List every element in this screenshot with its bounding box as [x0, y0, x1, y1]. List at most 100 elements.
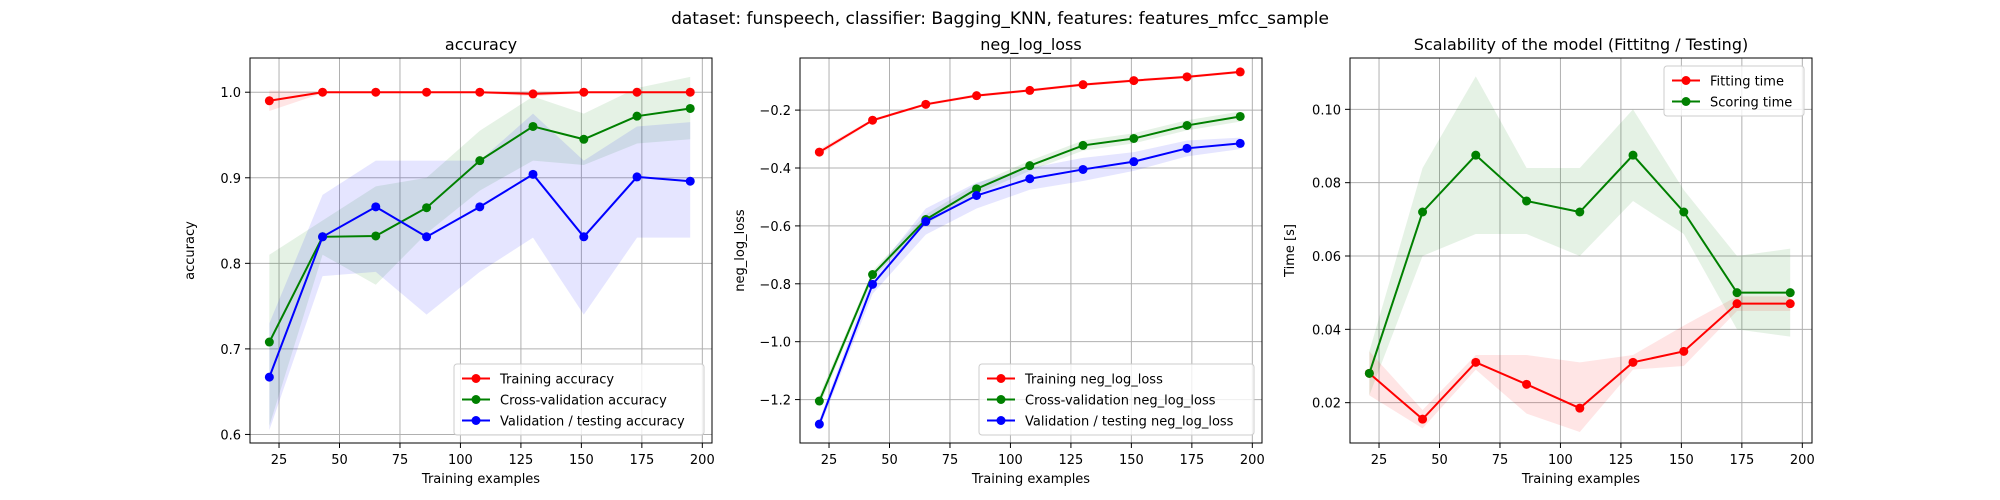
data-point: [1785, 288, 1795, 298]
confidence-band: [1369, 296, 1791, 432]
data-point: [371, 202, 381, 212]
data-point: [1679, 207, 1689, 217]
data-point: [528, 121, 538, 131]
data-point: [1522, 379, 1532, 389]
legend-label: Validation / testing accuracy: [500, 415, 685, 430]
chart-panel-1: 25 50 75 100 125 150 175 200 0.6 0.7 0.8 0.9 1.0 accu…: [183, 35, 715, 487]
data-point: [1078, 164, 1088, 174]
legend-label: Fitting time: [1710, 75, 1784, 90]
legend-marker: [471, 416, 481, 425]
data-point: [264, 337, 274, 347]
data-point: [1025, 174, 1035, 184]
legend-label: Scoring time: [1710, 96, 1792, 111]
x-tick-label: 150: [1119, 453, 1144, 468]
confidence-band: [819, 137, 1241, 429]
x-tick-label: 75: [1492, 453, 1509, 468]
y-tick-label: −0.2: [759, 104, 791, 119]
x-tick-label: 175: [1179, 453, 1204, 468]
chart-title: Scalability of the model (Fittitng / Tes…: [1414, 35, 1748, 54]
figure-suptitle: dataset: funspeech, classifier: Bagging_…: [671, 9, 1329, 29]
x-tick-label: 200: [1790, 453, 1815, 468]
data-point: [1129, 76, 1139, 86]
x-tick-label: 75: [392, 453, 409, 468]
y-tick-label: 0.6: [220, 428, 241, 443]
legend-label: Validation / testing neg_log_loss: [1025, 415, 1234, 430]
data-point: [632, 172, 642, 182]
x-tick-label: 125: [1608, 453, 1633, 468]
y-tick-label: 0.06: [1312, 250, 1341, 265]
axes-frame: [799, 57, 1263, 444]
data-point: [1679, 346, 1689, 356]
data-point: [1182, 72, 1192, 82]
x-tick-label: 125: [1058, 453, 1083, 468]
data-point: [422, 87, 432, 97]
data-point: [972, 184, 982, 194]
data-point: [371, 231, 381, 241]
x-axis-label: Training examples: [1521, 472, 1640, 487]
data-point: [579, 232, 589, 242]
y-axis-label: accuracy: [183, 221, 198, 280]
data-point: [475, 202, 485, 212]
y-tick-label: −1.0: [759, 336, 791, 351]
x-axis-label: Training examples: [971, 472, 1090, 487]
data-point: [632, 111, 642, 121]
legend-marker: [1681, 97, 1691, 106]
x-tick-label: 50: [881, 453, 898, 468]
chart-panel-2: 25 50 75 100 125 150 175 200 −1.2 −1.0 −0.8 −0.6 −0.…: [733, 35, 1265, 487]
data-point: [1418, 207, 1428, 217]
chart-panel-3: 25 50 75 100 125 150 175 200 0.02 0.04 0.06 0.08 0.1…: [1283, 35, 1815, 487]
series-line: [818, 70, 1241, 153]
x-tick-label: 125: [508, 453, 533, 468]
legend-box: [978, 363, 1255, 436]
y-tick-label: 1.0: [220, 86, 241, 101]
data-point: [475, 156, 485, 166]
data-point: [632, 87, 642, 97]
confidence-band: [269, 76, 691, 426]
x-tick-label: 175: [1729, 453, 1754, 468]
data-point: [1078, 80, 1088, 90]
x-tick-label: 200: [690, 453, 715, 468]
data-point: [1025, 85, 1035, 95]
data-point: [264, 96, 274, 106]
data-point: [1471, 150, 1481, 160]
data-point: [1078, 140, 1088, 150]
y-tick-label: 0.02: [1312, 397, 1341, 412]
y-tick-label: −0.4: [759, 162, 791, 177]
data-point: [528, 169, 538, 179]
chart-title: neg_log_loss: [980, 35, 1081, 55]
x-axis-label: Training examples: [421, 472, 540, 487]
data-point: [318, 232, 328, 242]
data-point: [921, 99, 931, 109]
data-point: [422, 203, 432, 213]
legend-label: Training neg_log_loss: [1024, 373, 1163, 388]
axes-frame: [249, 57, 713, 444]
legend-box: [453, 363, 705, 436]
data-point: [1235, 111, 1245, 121]
x-tick-label: 150: [569, 453, 594, 468]
data-point: [868, 279, 878, 289]
x-tick-label: 75: [942, 453, 959, 468]
confidence-band: [819, 111, 1241, 407]
x-tick-label: 50: [331, 453, 348, 468]
data-point: [371, 87, 381, 97]
y-tick-label: 0.04: [1312, 323, 1341, 338]
data-point: [1129, 157, 1139, 167]
data-point: [1575, 207, 1585, 217]
x-tick-label: 25: [271, 453, 288, 468]
legend-marker: [996, 395, 1006, 404]
legend-label: Cross-validation neg_log_loss: [1025, 394, 1216, 409]
data-point: [1785, 299, 1795, 309]
legend-marker: [471, 374, 481, 383]
x-tick-label: 150: [1669, 453, 1694, 468]
data-point: [685, 103, 695, 113]
data-point: [1235, 67, 1245, 77]
confidence-band: [819, 70, 1241, 155]
data-point: [318, 87, 328, 97]
chart-title: accuracy: [445, 35, 517, 54]
data-point: [579, 87, 589, 97]
data-point: [1025, 161, 1035, 171]
x-tick-label: 100: [1548, 453, 1573, 468]
legend-marker: [471, 395, 481, 404]
data-point: [814, 419, 824, 429]
data-point: [528, 89, 538, 99]
